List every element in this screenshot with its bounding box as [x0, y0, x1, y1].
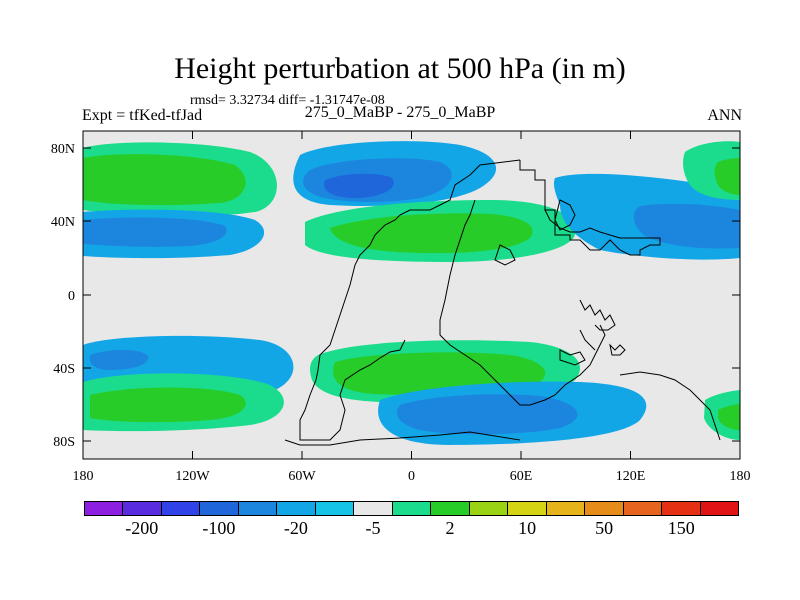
lat-tick-label: 40N [51, 215, 75, 230]
colorbar-swatch [354, 502, 393, 515]
lon-tick-label: 180 [73, 469, 94, 484]
contour-fill-w-inner [83, 217, 227, 247]
lon-axis: 180 120W 60W 0 60E 120E 180 [73, 131, 751, 484]
contour-fill-c-inner [330, 213, 533, 254]
colorbar-label: 50 [595, 518, 614, 538]
colorbar-swatch [700, 502, 738, 515]
lat-axis: 80N 40N 0 40S 80S [51, 142, 740, 450]
outline-europe [494, 244, 516, 266]
lon-tick-label: 180 [730, 469, 751, 484]
colorbar-swatch [508, 502, 547, 515]
season-label: ANN [707, 107, 742, 124]
colorbar-label: 10 [518, 518, 537, 538]
contour-fill-nc-inner [324, 173, 394, 199]
colorbar-label: 2 [445, 518, 455, 538]
lat-tick-label: 80N [51, 142, 75, 157]
outline-africa [439, 199, 606, 406]
lat-tick-label: 0 [68, 289, 75, 304]
colorbar-label: 150 [667, 518, 695, 538]
contour-fill-ne-green-inner [714, 158, 740, 195]
stats-label: rmsd= 3.32734 diff= -1.31747e-08 [190, 93, 385, 108]
colorbar-swatch [315, 502, 355, 515]
contour-fill-ne-inner [633, 203, 740, 249]
contour-fill-sw-green-inner [90, 387, 246, 423]
colorbar-label: -5 [365, 518, 381, 538]
colorbar-swatch [123, 502, 162, 515]
lon-tick-label: 0 [408, 469, 415, 484]
outline-greenland [554, 199, 576, 231]
lon-tick-label: 120E [616, 469, 646, 484]
lat-tick-label: 80S [53, 435, 75, 450]
lon-tick-label: 120W [175, 469, 210, 484]
outline-asia-islands [579, 299, 626, 356]
colorbar-swatch [85, 502, 124, 515]
center-label: 275_0_MaBP - 275_0_MaBP [304, 104, 496, 121]
outline-islands-s [559, 349, 586, 366]
lat-tick-label: 40S [53, 362, 75, 377]
colorbar-swatch [277, 502, 316, 515]
colorbar-swatch [662, 502, 701, 515]
lon-tick-label: 60E [510, 469, 533, 484]
colorbar-swatch [200, 502, 239, 515]
colorbar-swatch [469, 502, 509, 515]
contour-fill-s-inner [396, 394, 578, 435]
colorbar [84, 501, 739, 516]
contour-fill-se-inner [718, 404, 740, 430]
colorbar-swatch [585, 502, 624, 515]
continent-outlines [284, 159, 721, 446]
page-title: Height perturbation at 500 hPa (in m) [174, 52, 626, 85]
experiment-label: Expt = tfKed-tfJad [82, 107, 203, 124]
lon-tick-label: 60W [288, 469, 316, 484]
outline-australia [619, 371, 721, 441]
outline-antarctica [284, 431, 521, 446]
colorbar-label: -20 [283, 518, 308, 538]
outline-americas [299, 159, 661, 441]
colorbar-label: -100 [202, 518, 236, 538]
colorbar-swatch [431, 502, 470, 515]
colorbar-swatch [161, 502, 201, 515]
colorbar-swatch [546, 502, 586, 515]
contour-fill-nw-inner [83, 154, 246, 206]
contour-fill-sw-inner [89, 349, 149, 370]
colorbar-swatch [392, 502, 432, 515]
colorbar-swatch [623, 502, 663, 515]
colorbar-swatch [238, 502, 278, 515]
colorbar-label: -200 [125, 518, 159, 538]
